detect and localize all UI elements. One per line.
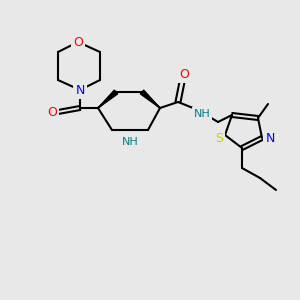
Text: NH: NH xyxy=(194,109,210,119)
Polygon shape xyxy=(98,90,118,108)
Text: N: N xyxy=(75,83,85,97)
Polygon shape xyxy=(140,90,160,108)
Text: O: O xyxy=(47,106,57,118)
Text: O: O xyxy=(73,35,83,49)
Text: S: S xyxy=(215,133,223,146)
Text: N: N xyxy=(265,131,275,145)
Text: O: O xyxy=(179,68,189,80)
Text: NH: NH xyxy=(122,137,138,147)
